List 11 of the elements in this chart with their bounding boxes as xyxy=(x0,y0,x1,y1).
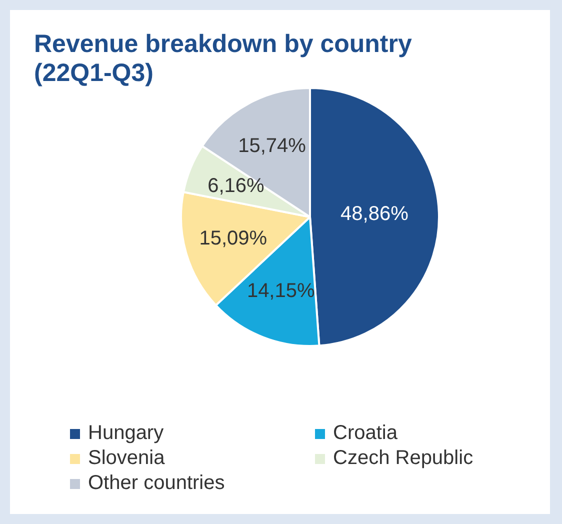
chart-title: Revenue breakdown by country (22Q1-Q3) xyxy=(34,30,413,88)
legend-label: Czech Republic xyxy=(333,447,474,470)
data-label: 48,86% xyxy=(340,203,409,226)
legend-label: Slovenia xyxy=(88,447,165,470)
legend-label: Other countries xyxy=(88,472,225,495)
data-label: 6,16% xyxy=(208,175,265,198)
data-label: 15,74% xyxy=(238,135,306,158)
data-label: 15,09% xyxy=(199,228,268,250)
legend-label: Croatia xyxy=(333,422,398,445)
legend-label: Hungary xyxy=(88,422,164,445)
data-label: 14,15% xyxy=(246,280,315,302)
